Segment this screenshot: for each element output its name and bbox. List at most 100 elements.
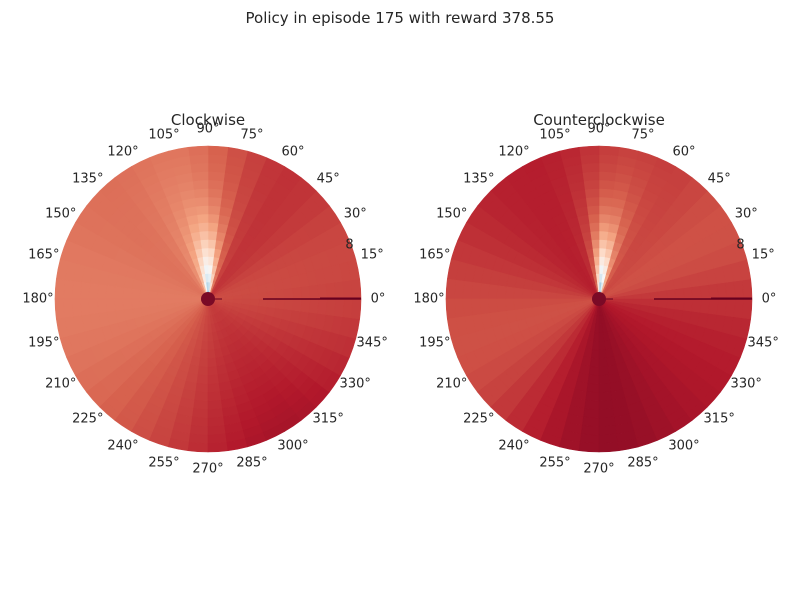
heatmap-cell <box>585 196 600 207</box>
heatmap-cell <box>513 287 524 300</box>
heatmap-cell <box>586 205 600 216</box>
heatmap-cell <box>148 290 158 300</box>
heatmap-cell <box>587 374 600 385</box>
polar-panel-counterclockwise: Counterclockwise 0° 15° 30° 45° 60° 75° 90° 105°… <box>413 111 779 477</box>
heatmap-cell <box>733 298 744 319</box>
theta-tick-label: 300° <box>277 439 308 454</box>
heatmap-cell <box>530 289 541 300</box>
heatmap-cell <box>342 279 353 300</box>
theta-tick-label: 330° <box>731 377 762 392</box>
heatmap-cell <box>207 433 228 444</box>
heatmap-cell <box>725 298 736 318</box>
heatmap-cell <box>578 441 600 453</box>
heatmap-cell <box>592 340 600 351</box>
heatmap-cell <box>580 425 600 436</box>
heatmap-cell <box>317 298 328 315</box>
heatmap-cell <box>122 287 133 300</box>
theta-tick-label: 45° <box>317 171 340 186</box>
heatmap-cell <box>334 280 345 300</box>
heatmap-cell <box>97 298 108 314</box>
heatmap-cell <box>191 416 209 427</box>
heatmap-cells <box>445 145 753 453</box>
heatmap-cell <box>139 289 150 300</box>
theta-tick-label: 195° <box>419 335 450 350</box>
heatmap-cell <box>156 292 167 300</box>
heatmap-cell <box>207 357 218 368</box>
heatmap-cell <box>666 288 676 300</box>
heatmap-cell <box>598 247 606 258</box>
heatmap-cell <box>522 288 532 300</box>
heatmap-cell <box>207 256 214 266</box>
heatmap-cell <box>197 222 209 232</box>
heatmap-cell <box>207 196 222 207</box>
heatmap-cell <box>187 145 209 157</box>
heatmap-cell <box>579 433 600 444</box>
heatmap-cell <box>598 391 613 402</box>
heatmap-cell <box>657 289 668 300</box>
heatmap-cell <box>454 279 465 300</box>
heatmap-cell <box>649 298 659 308</box>
heatmap-cell <box>598 205 612 216</box>
heatmap-cell <box>207 205 221 216</box>
heatmap-cell <box>513 298 524 311</box>
heatmap-cell <box>198 230 209 241</box>
heatmap-cell <box>598 145 620 157</box>
heatmap-cell <box>598 399 614 410</box>
theta-tick-label: 60° <box>672 144 695 159</box>
theta-tick-label: 150° <box>436 207 467 222</box>
theta-tick-label: 45° <box>708 171 731 186</box>
heatmap-cell <box>207 366 219 376</box>
heatmap-cell <box>598 433 619 444</box>
heatmap-cell <box>598 230 609 241</box>
heatmap-cell <box>197 366 209 376</box>
heatmap-cell <box>207 441 229 453</box>
heatmap-cell <box>598 374 611 385</box>
heatmap-cell <box>80 282 91 300</box>
heatmap-cell <box>207 399 223 410</box>
heatmap-cell <box>741 298 753 320</box>
heatmap-cell <box>139 298 150 309</box>
heatmap-cell <box>598 188 614 199</box>
heatmap-cell <box>587 213 600 224</box>
heatmap-cell <box>258 298 268 308</box>
heatmap-cell <box>189 425 209 436</box>
theta-tick-label: 345° <box>748 335 779 350</box>
theta-tick-label: 150° <box>45 207 76 222</box>
heatmap-cell <box>71 280 82 300</box>
heatmap-cell <box>201 340 209 351</box>
theta-tick-label: 105° <box>148 127 179 142</box>
heatmap-cells <box>54 145 362 453</box>
heatmap-cell <box>249 298 260 306</box>
heatmap-cell <box>105 285 116 300</box>
theta-tick-label: 330° <box>340 377 371 392</box>
heatmap-cell <box>598 264 604 275</box>
heatmap-cell <box>188 433 209 444</box>
panel-title: Counterclockwise <box>533 111 665 129</box>
heatmap-cell <box>194 391 209 402</box>
centre-point <box>201 292 215 306</box>
heatmap-cell <box>578 145 600 157</box>
heatmap-cell <box>207 230 218 241</box>
heatmap-cell <box>131 298 141 310</box>
heatmap-cell <box>586 382 600 393</box>
heatmap-cell <box>207 408 224 419</box>
heatmap-cell <box>445 278 457 300</box>
theta-tick-label: 255° <box>539 456 570 471</box>
heatmap-cell <box>588 222 600 232</box>
heatmap-cell <box>445 298 457 320</box>
heatmap-cell <box>207 374 220 385</box>
heatmap-cell <box>63 279 74 300</box>
heatmap-cell <box>598 196 613 207</box>
theta-tick-label: 90° <box>587 122 610 137</box>
heatmap-cell <box>291 286 302 300</box>
heatmap-cell <box>300 298 311 313</box>
theta-tick-label: 30° <box>344 207 367 222</box>
heatmap-cell <box>582 171 600 182</box>
heatmap-cell <box>584 399 600 410</box>
heatmap-cell <box>598 171 616 182</box>
heatmap-cell <box>308 298 319 314</box>
heatmap-cell <box>207 154 228 165</box>
heatmap-cell <box>291 298 302 312</box>
theta-tick-label: 285° <box>236 456 267 471</box>
